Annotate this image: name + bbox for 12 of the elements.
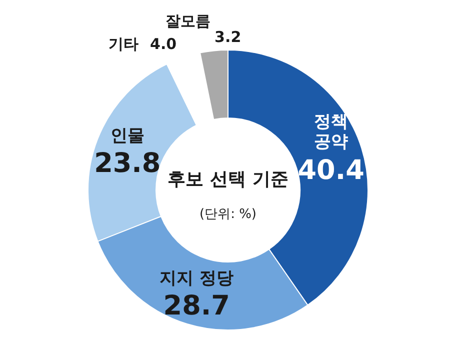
- data-label: 40.4: [298, 154, 364, 186]
- slice-label: 잘모름: [166, 12, 211, 30]
- data-label: 23.8: [94, 148, 161, 179]
- slice-label: 인물: [110, 126, 144, 146]
- data-label: 28.7: [163, 290, 230, 322]
- slice-label: 기타: [108, 35, 139, 54]
- data-label: 3.2: [214, 28, 242, 46]
- slice-label: 지지 정당: [160, 268, 234, 288]
- text: (단위: %): [199, 207, 257, 222]
- data-label: 4.0: [150, 35, 177, 54]
- text: 후보 선택 기준: [168, 169, 288, 190]
- slice-label: 정책 공약: [314, 112, 348, 152]
